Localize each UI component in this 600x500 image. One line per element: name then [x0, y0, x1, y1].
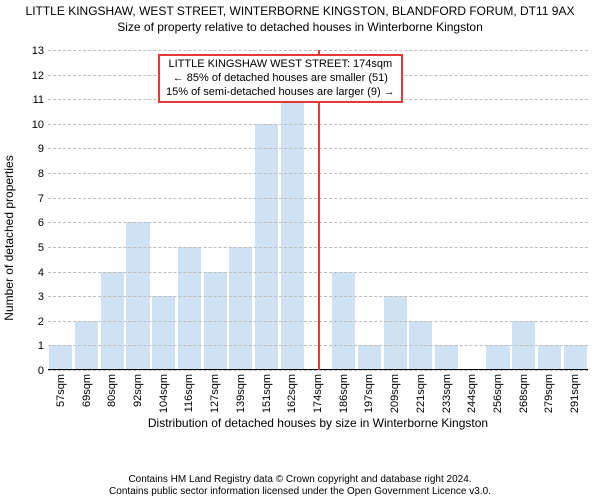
x-tick-label: 197sqm — [363, 370, 375, 413]
x-tick-label: 139sqm — [235, 370, 247, 413]
y-tick-label: 10 — [32, 119, 44, 131]
bar — [281, 99, 304, 370]
bar — [178, 247, 201, 370]
x-tick-label: 104sqm — [158, 370, 170, 413]
annotation-box: LITTLE KINGSHAW WEST STREET: 174sqm← 85%… — [158, 54, 403, 103]
x-tick-label: 80sqm — [106, 370, 118, 407]
annotation-line: 15% of semi-detached houses are larger (… — [166, 86, 395, 100]
x-tick-label: 291sqm — [569, 370, 581, 413]
x-tick-label: 209sqm — [389, 370, 401, 413]
page-title: LITTLE KINGSHAW, WEST STREET, WINTERBORN… — [0, 0, 600, 18]
y-tick-label: 7 — [38, 193, 44, 205]
y-tick-label: 0 — [38, 365, 44, 377]
y-tick-label: 13 — [32, 45, 44, 57]
footer-line-2: Contains public sector information licen… — [0, 486, 600, 498]
bar — [358, 345, 381, 370]
y-tick-label: 6 — [38, 217, 44, 229]
annotation-line: ← 85% of detached houses are smaller (51… — [166, 72, 395, 86]
bar — [229, 247, 252, 370]
x-tick-label: 186sqm — [338, 370, 350, 413]
bar — [435, 345, 458, 370]
y-tick-label: 11 — [33, 94, 44, 106]
chart-area: 01234567891011121357sqm69sqm80sqm92sqm10… — [48, 50, 588, 426]
bar — [384, 296, 407, 370]
y-tick-label: 9 — [38, 143, 44, 155]
bar — [49, 345, 72, 370]
bar — [564, 345, 587, 370]
x-tick-label: 127sqm — [209, 370, 221, 413]
y-tick-label: 2 — [38, 316, 44, 328]
y-tick-label: 3 — [38, 291, 44, 303]
x-axis-label: Distribution of detached houses by size … — [48, 416, 588, 430]
x-tick-label: 174sqm — [312, 370, 324, 413]
y-tick-label: 8 — [38, 168, 44, 180]
annotation-line: LITTLE KINGSHAW WEST STREET: 174sqm — [166, 58, 395, 72]
y-tick-label: 12 — [32, 70, 44, 82]
y-axis-label: Number of detached properties — [2, 50, 22, 426]
x-tick-label: 151sqm — [261, 370, 273, 413]
footer-attribution: Contains HM Land Registry data © Crown c… — [0, 474, 600, 498]
bar — [538, 345, 561, 370]
footer-line-1: Contains HM Land Registry data © Crown c… — [0, 474, 600, 486]
x-tick-label: 244sqm — [466, 370, 478, 413]
bar — [152, 296, 175, 370]
x-tick-label: 221sqm — [415, 370, 427, 413]
y-tick-label: 5 — [38, 242, 44, 254]
x-tick-label: 279sqm — [543, 370, 555, 413]
x-tick-label: 92sqm — [132, 370, 144, 407]
x-tick-label: 69sqm — [81, 370, 93, 407]
y-tick-label: 1 — [38, 340, 44, 352]
bar — [486, 345, 509, 370]
plot-region: 01234567891011121357sqm69sqm80sqm92sqm10… — [48, 50, 588, 426]
x-tick-label: 268sqm — [518, 370, 530, 413]
x-tick-label: 162sqm — [286, 370, 298, 413]
x-tick-label: 116sqm — [183, 370, 195, 412]
page-subtitle: Size of property relative to detached ho… — [0, 18, 600, 34]
x-tick-label: 57sqm — [55, 370, 67, 407]
x-tick-label: 256sqm — [492, 370, 504, 413]
x-tick-label: 233sqm — [441, 370, 453, 413]
y-tick-label: 4 — [38, 267, 44, 279]
